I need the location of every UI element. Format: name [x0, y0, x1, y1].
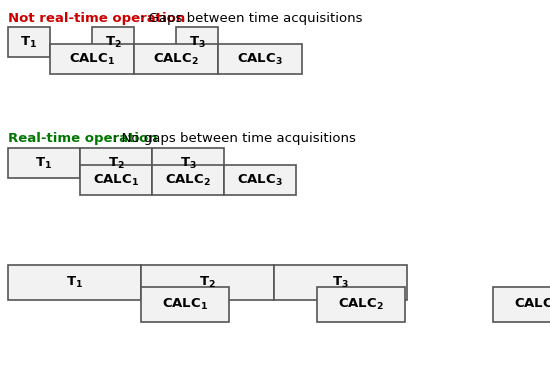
Bar — [80, 165, 152, 195]
Text: $\mathbf{T_{2}}$: $\mathbf{T_{2}}$ — [199, 275, 216, 290]
Text: : Gaps between time acquisitions: : Gaps between time acquisitions — [140, 12, 362, 25]
Text: $\mathbf{T_{2}}$: $\mathbf{T_{2}}$ — [104, 34, 122, 50]
Bar — [141, 287, 229, 322]
Text: $\mathbf{T_{1}}$: $\mathbf{T_{1}}$ — [66, 275, 83, 290]
Bar — [176, 27, 218, 57]
Bar — [80, 148, 152, 178]
Bar — [152, 165, 224, 195]
Text: Real-time operation: Real-time operation — [8, 132, 158, 145]
Bar — [274, 265, 407, 300]
Text: $\mathbf{T_{1}}$: $\mathbf{T_{1}}$ — [20, 34, 37, 50]
Text: $\mathbf{CALC_{3}}$: $\mathbf{CALC_{3}}$ — [237, 172, 283, 188]
Bar — [92, 27, 134, 57]
Text: $\mathbf{CALC_{2}}$: $\mathbf{CALC_{2}}$ — [153, 51, 199, 66]
Bar — [224, 165, 296, 195]
Text: $\mathbf{CALC_{1}}$: $\mathbf{CALC_{1}}$ — [69, 51, 115, 66]
Text: $\mathbf{CALC_{2}}$: $\mathbf{CALC_{2}}$ — [338, 297, 384, 312]
Text: $\mathbf{T_{3}}$: $\mathbf{T_{3}}$ — [332, 275, 349, 290]
Bar — [493, 287, 550, 322]
Bar — [50, 44, 134, 74]
Bar — [152, 148, 224, 178]
Text: $\mathbf{CALC_{1}}$: $\mathbf{CALC_{1}}$ — [93, 172, 139, 188]
Bar — [8, 265, 141, 300]
Bar — [8, 27, 50, 57]
Text: $\mathbf{CALC_{3}}$: $\mathbf{CALC_{3}}$ — [237, 51, 283, 66]
Bar — [134, 44, 218, 74]
Bar — [218, 44, 302, 74]
Text: $\mathbf{CALC_{2}}$: $\mathbf{CALC_{2}}$ — [165, 172, 211, 188]
Text: Not real-time operation: Not real-time operation — [8, 12, 185, 25]
Text: $\mathbf{T_{2}}$: $\mathbf{T_{2}}$ — [108, 156, 124, 171]
Text: $\mathbf{T_{3}}$: $\mathbf{T_{3}}$ — [189, 34, 205, 50]
Text: $\mathbf{CALC_{1}}$: $\mathbf{CALC_{1}}$ — [162, 297, 208, 312]
Bar — [8, 148, 80, 178]
Text: $\mathbf{CALC_{3}}$: $\mathbf{CALC_{3}}$ — [514, 297, 550, 312]
Bar — [141, 265, 274, 300]
Bar — [317, 287, 405, 322]
Text: $\mathbf{T_{1}}$: $\mathbf{T_{1}}$ — [36, 156, 52, 171]
Text: $\mathbf{T_{3}}$: $\mathbf{T_{3}}$ — [180, 156, 196, 171]
Text: : No gaps between time acquisitions: : No gaps between time acquisitions — [113, 132, 356, 145]
